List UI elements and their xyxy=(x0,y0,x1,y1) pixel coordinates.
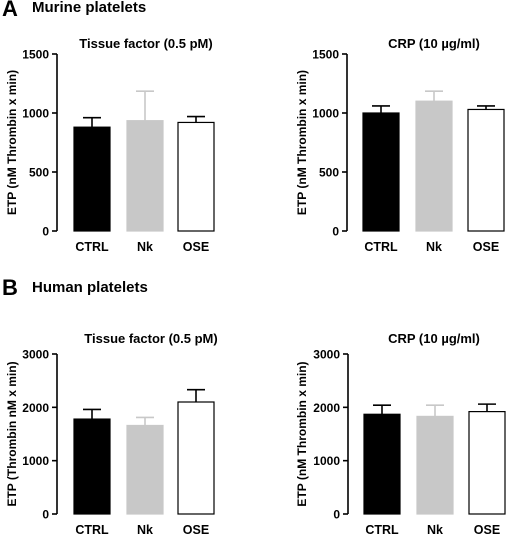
chart-4-bar-nk xyxy=(416,415,454,515)
chart-1-ylabel: ETP (nM Thrombin x min) xyxy=(5,70,19,215)
chart-1-bar-ose xyxy=(177,121,215,232)
chart-2-bar-nk xyxy=(415,100,453,232)
chart-2-bar-ctrl xyxy=(362,112,400,232)
chart-3-bar-ctrl xyxy=(73,418,111,515)
chart-4-title: CRP (10 µg/ml) xyxy=(388,331,480,346)
chart-2-ylabel: ETP (nM Thrombin x min) xyxy=(295,70,309,215)
chart-4-y-tick-label-2: 2000 xyxy=(313,401,340,415)
chart-3-y-tick-label-1: 1000 xyxy=(22,454,49,468)
chart-1-y-tick-label-0: 0 xyxy=(42,225,49,239)
chart-1-category-label-ctrl: CTRL xyxy=(75,240,109,254)
chart-1-bar-nk xyxy=(126,120,164,232)
chart-4-y-tick-label-3: 3000 xyxy=(313,348,340,362)
panel-title-b: Human platelets xyxy=(32,279,148,296)
chart-2-y-tick-label-0: 0 xyxy=(332,225,339,239)
chart-1-bar-ctrl xyxy=(73,126,111,232)
chart-2-category-label-nk: Nk xyxy=(426,240,442,254)
chart-3-title: Tissue factor (0.5 pM) xyxy=(84,331,217,346)
chart-3-bar-nk xyxy=(126,424,164,515)
chart-1-y-tick-label-2: 1000 xyxy=(22,107,49,121)
chart-2-title: CRP (10 µg/ml) xyxy=(388,36,480,51)
chart-1-category-label-nk: Nk xyxy=(137,240,153,254)
chart-4-category-label-nk: Nk xyxy=(427,523,443,534)
chart-2-y-tick-label-1: 500 xyxy=(319,166,339,180)
panel-title-a: Murine platelets xyxy=(32,0,147,16)
chart-4-bar-ctrl xyxy=(363,413,401,515)
chart-2-bar-ose xyxy=(467,108,505,232)
chart-3-y-tick-label-2: 2000 xyxy=(22,401,49,415)
chart-1-y-tick-label-1: 500 xyxy=(29,166,49,180)
panel-letter-b: B xyxy=(2,275,18,300)
chart-2-category-label-ose: OSE xyxy=(473,240,499,254)
chart-1-category-label-ose: OSE xyxy=(183,240,209,254)
chart-1-title: Tissue factor (0.5 pM) xyxy=(79,36,212,51)
chart-2-y-tick-label-2: 1000 xyxy=(312,107,339,121)
chart-4-y-tick-label-0: 0 xyxy=(333,508,340,522)
chart-3-bar-ose xyxy=(177,401,215,515)
chart-3-y-tick-label-0: 0 xyxy=(42,508,49,522)
chart-4-category-label-ose: OSE xyxy=(474,523,500,534)
chart-3-ylabel: ETP (Thrombin nM x min) xyxy=(5,361,19,506)
chart-3-category-label-nk: Nk xyxy=(137,523,153,534)
chart-4-bar-ose xyxy=(468,411,506,515)
chart-2-category-label-ctrl: CTRL xyxy=(364,240,398,254)
chart-4-category-label-ctrl: CTRL xyxy=(365,523,399,534)
chart-3-category-label-ose: OSE xyxy=(183,523,209,534)
chart-1-y-tick-label-3: 1500 xyxy=(22,48,49,62)
chart-4-y-tick-label-1: 1000 xyxy=(313,454,340,468)
panel-letter-a: A xyxy=(2,0,18,21)
chart-3-category-label-ctrl: CTRL xyxy=(75,523,109,534)
chart-4-ylabel: ETP (nM Thrombin x min) xyxy=(295,361,309,506)
chart-3-y-tick-label-3: 3000 xyxy=(22,348,49,362)
chart-2-y-tick-label-3: 1500 xyxy=(312,48,339,62)
